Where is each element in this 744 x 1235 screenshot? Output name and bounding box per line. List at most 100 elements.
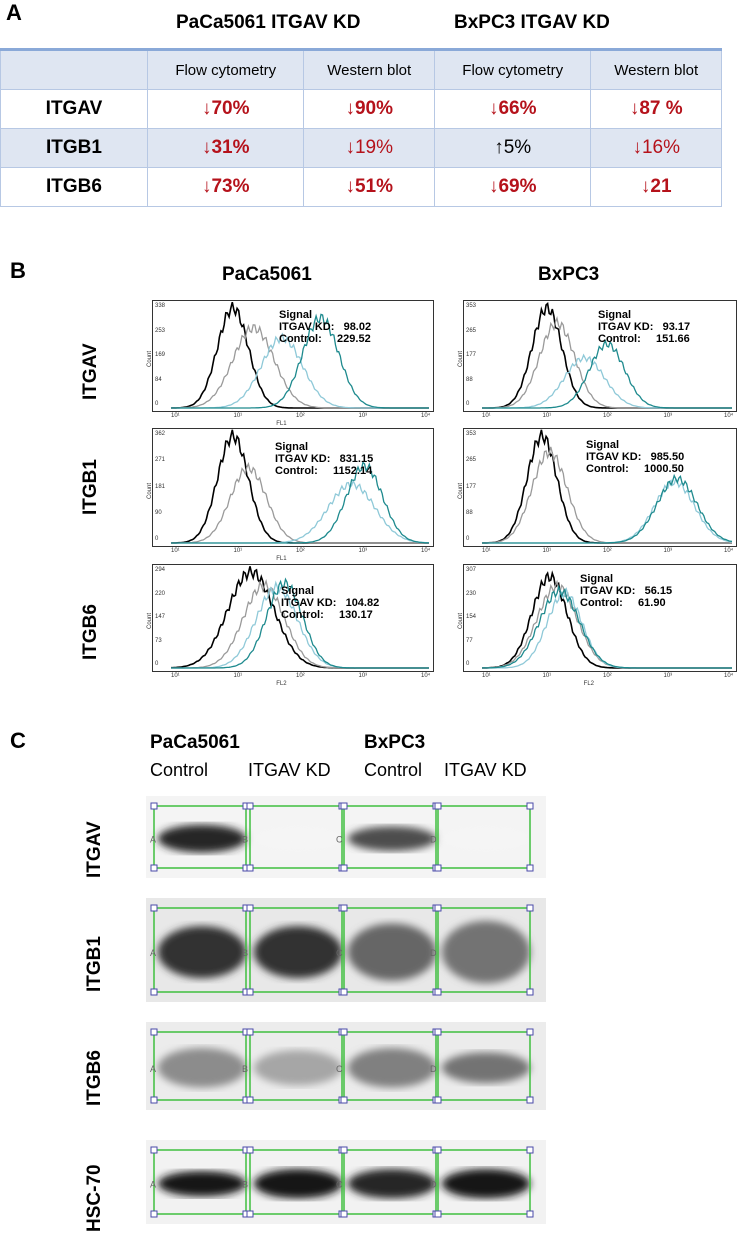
lane-selection-box — [249, 1149, 343, 1215]
row-label-itgav: ITGAV — [80, 343, 101, 400]
lane-selection-box — [437, 805, 531, 869]
x-tick-label: 10² — [603, 548, 612, 554]
selection-handle — [246, 1146, 254, 1154]
selection-handle — [340, 1146, 348, 1154]
x-tick-label: 10³ — [358, 548, 368, 554]
x-tick-label: 10⁴ — [421, 413, 431, 419]
selection-handle — [246, 904, 254, 912]
blot-label-itgb1: ITGB1 — [84, 936, 105, 992]
y-tick-label: 353 — [466, 431, 477, 437]
selection-handle — [246, 1096, 254, 1104]
y-tick-label: 362 — [155, 431, 166, 437]
y-tick-label: 0 — [155, 661, 159, 667]
y-axis-label: Count — [458, 612, 465, 630]
y-tick-label: 0 — [466, 401, 470, 407]
table-cell: ↓51% — [303, 167, 435, 207]
y-tick-label: 88 — [466, 376, 473, 383]
signal-annotation: Signal ITGAV KD: 98.02 Control: 229.52 — [279, 309, 372, 345]
y-tick-label: 353 — [466, 303, 477, 309]
x-axis-label: FL1 — [276, 421, 287, 427]
protein-band — [441, 826, 531, 851]
table-cell: ↓16% — [590, 128, 722, 168]
signal-annotation: Signal ITGAV KD: 985.50 Control: 1000.50 — [586, 439, 685, 475]
subheader-western-bxpc3: Western blot — [590, 49, 722, 90]
row-label: ITGB6 — [0, 167, 148, 207]
selection-handle — [526, 1146, 534, 1154]
protein-band — [157, 926, 247, 979]
protein-band — [441, 1168, 531, 1199]
blot-label-itgav: ITGAV — [84, 821, 105, 878]
x-tick-label: 10¹ — [542, 548, 552, 554]
selection-handle — [434, 1096, 442, 1104]
western-blot-itgb1: A B C D — [146, 898, 546, 1007]
selection-handle — [526, 904, 534, 912]
y-tick-label: 177 — [466, 483, 477, 490]
row-label-itgb1: ITGB1 — [80, 459, 101, 515]
table-cell: ↓21 — [590, 167, 722, 207]
lane-selection-box — [153, 1149, 247, 1215]
y-tick-label: 0 — [466, 661, 470, 667]
selection-handle — [526, 802, 534, 810]
panel-b-letter: B — [10, 258, 26, 283]
x-tick-label: 10⁴ — [724, 673, 734, 679]
x-tick-label: 10¹ — [482, 673, 491, 679]
selection-handle — [340, 864, 348, 872]
x-tick-label: 10² — [603, 673, 612, 679]
protein-band — [441, 1052, 531, 1084]
y-axis-label: Count — [147, 482, 154, 499]
protein-band — [157, 1171, 247, 1197]
lane-selection-box — [153, 1031, 247, 1101]
lane-selection-box — [249, 1031, 343, 1101]
protein-band — [347, 826, 437, 851]
x-tick-label: 10¹ — [171, 673, 180, 679]
cellline-header-paca: PaCa5061 — [150, 732, 240, 753]
selection-handle — [150, 904, 158, 912]
table-cell: ↓31% — [146, 128, 305, 168]
y-tick-label: 294 — [155, 567, 166, 573]
table-header-row: Flow cytometry Western blot Flow cytomet… — [0, 49, 722, 90]
y-tick-label: 169 — [155, 352, 166, 358]
column-header-paca: PaCa5061 — [222, 264, 312, 285]
lane-selection-box — [437, 907, 531, 993]
panel-a-letter: A — [6, 0, 22, 25]
x-tick-label: 10³ — [358, 673, 368, 679]
x-tick-label: 10¹ — [233, 673, 243, 679]
signal-annotation: Signal ITGAV KD: 104.82 Control: 130.17 — [281, 585, 380, 621]
x-tick-label: 10³ — [663, 413, 673, 419]
lane-box-letter: D — [430, 948, 437, 958]
x-tick-label: 10⁴ — [724, 413, 734, 419]
selection-handle — [340, 1096, 348, 1104]
lane-selection-box — [343, 907, 437, 993]
y-tick-label: 154 — [466, 614, 477, 620]
kd-isotype-curve — [171, 461, 429, 544]
signal-annotation: Signal ITGAV KD: 56.15 Control: 61.90 — [580, 573, 673, 609]
row-label: ITGAV — [0, 89, 148, 129]
x-axis-label: FL2 — [276, 681, 287, 687]
selection-handle — [434, 802, 442, 810]
signal-annotation: Signal ITGAV KD: 831.15 Control: 1152.14 — [275, 441, 374, 477]
selection-handle — [246, 1028, 254, 1036]
western-blot-itgav: A B C D — [146, 796, 546, 883]
lane-box-letter: B — [242, 1180, 248, 1190]
control-curve — [481, 584, 732, 669]
y-tick-label: 0 — [466, 536, 470, 542]
lane-box-letter: A — [150, 1180, 156, 1190]
column-header-bxpc3: BxPC3 — [538, 264, 600, 285]
x-tick-label: 10¹ — [233, 413, 243, 419]
selection-handle — [246, 1210, 254, 1218]
table-cell: ↓87 % — [590, 89, 722, 129]
selection-handle — [150, 864, 158, 872]
group-header-paca: PaCa5061 ITGAV KD — [176, 12, 361, 33]
control-curve — [171, 313, 429, 409]
lane-label-control-paca: Control — [150, 760, 209, 780]
x-tick-label: 10² — [296, 548, 305, 554]
selection-handle — [434, 1028, 442, 1036]
table-cell: ↓90% — [303, 89, 435, 129]
blot-label-itgb6: ITGB6 — [84, 1050, 105, 1106]
selection-handle — [150, 1028, 158, 1036]
lane-box-letter: C — [336, 1180, 343, 1190]
selection-handle — [340, 904, 348, 912]
x-tick-label: 10¹ — [542, 413, 552, 419]
histogram-plot: 307 230 154 77 0 10¹ 10¹ 10² 10³ 10⁴ FL2 Count Signa… — [458, 564, 737, 687]
x-tick-label: 10² — [296, 673, 305, 679]
